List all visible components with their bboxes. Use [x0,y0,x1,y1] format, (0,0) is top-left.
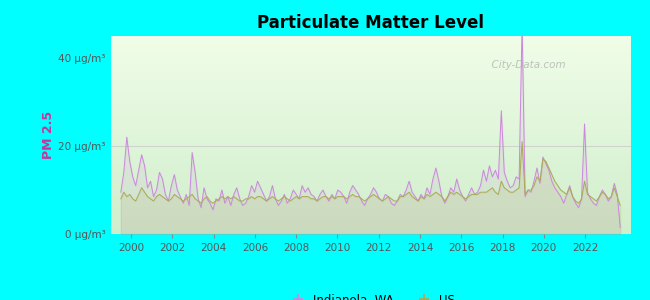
Legend: Indianola, WA, US: Indianola, WA, US [281,289,460,300]
Y-axis label: PM 2.5: PM 2.5 [42,111,55,159]
Text: City-Data.com: City-Data.com [485,60,566,70]
Title: Particulate Matter Level: Particulate Matter Level [257,14,484,32]
